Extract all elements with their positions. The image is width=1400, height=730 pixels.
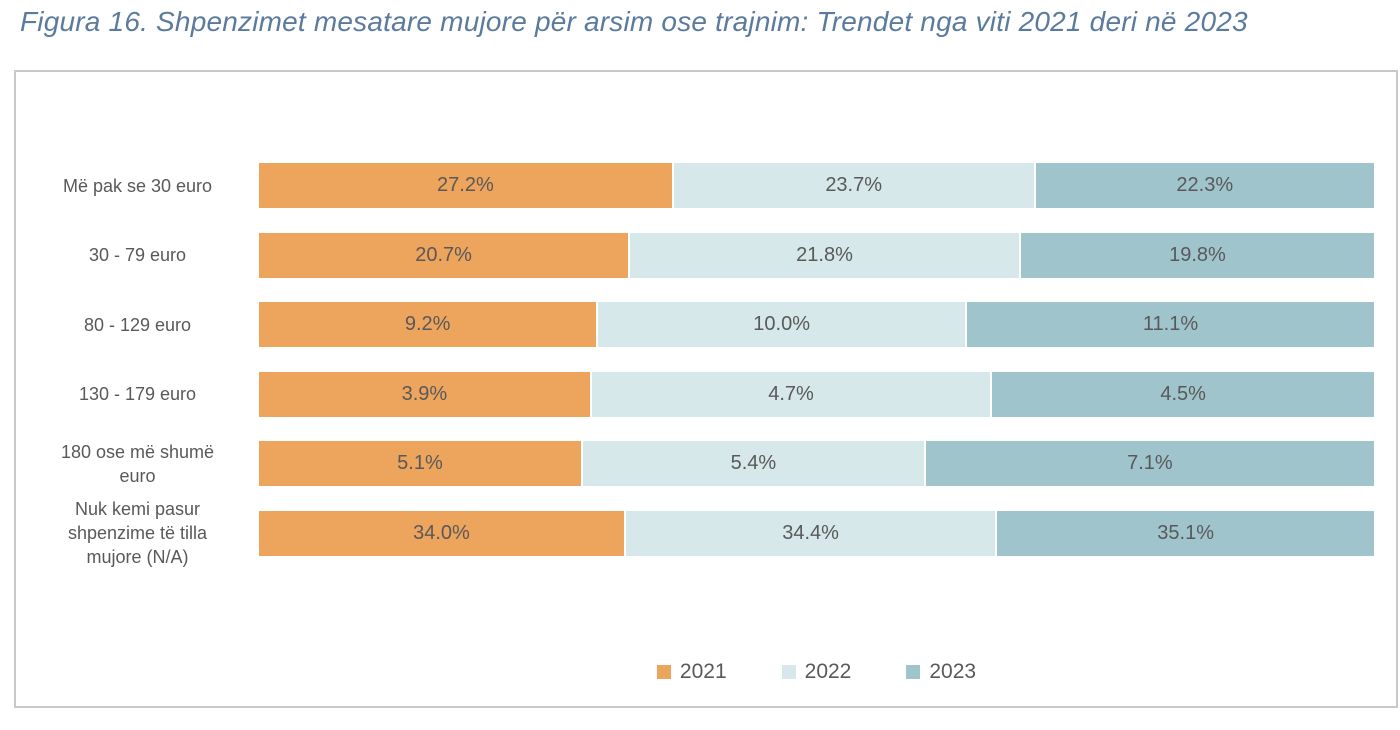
legend-swatch-2023 [906, 665, 921, 679]
bar-segment-2022: 5.4% [580, 441, 924, 486]
bar-segment-2021: 3.9% [259, 371, 590, 417]
category-label: Më pak se 30 euro [62, 175, 213, 196]
legend-label-2022: 2022 [804, 660, 852, 683]
figure-title: Figura 16. Shpenzimet mesatare mujore pë… [20, 6, 1248, 37]
category-rows: Më pak se 30 euro 27.2% 23.7% 22.3% 30 - 79 … [16, 163, 1375, 567]
bar-segment-2023: 35.1% [995, 510, 1375, 556]
legend-label-2023: 2023 [929, 660, 977, 683]
legend-swatch-2022 [781, 665, 796, 679]
bar-segment-2022: 34.4% [623, 510, 996, 556]
chart-frame: Më pak se 30 euro 27.2% 23.7% 22.3% 30 - 79 … [14, 70, 1398, 708]
category-row: Më pak se 30 euro 27.2% 23.7% 22.3% [16, 163, 1374, 208]
bar-segment-2022: 21.8% [628, 232, 1019, 278]
stacked-bar: 5.1% 5.4% 7.1% [259, 441, 1374, 486]
legend-item-2023: 2023 [906, 660, 976, 684]
bar-segment-2021: 27.2% [259, 163, 672, 208]
category-label: 130 - 179 euro [78, 384, 197, 404]
category-label: 180 ose më shumë euro [60, 441, 215, 486]
bar-segment-2022: 23.7% [671, 163, 1034, 208]
category-row: 80 - 129 euro 9.2% 10.0% 11.1% [16, 302, 1374, 347]
category-row: 30 - 79 euro 20.7% 21.8% 19.8% [16, 232, 1374, 278]
legend-item-2021: 2021 [656, 660, 727, 684]
stacked-bar: 34.0% 34.4% 35.1% [259, 510, 1375, 556]
category-label: 80 - 129 euro [83, 314, 192, 335]
bar-segment-2023: 7.1% [923, 441, 1374, 486]
legend-label-2021: 2021 [679, 660, 727, 683]
bar-segment-2022: 10.0% [596, 302, 965, 347]
stacked-bar: 27.2% 23.7% 22.3% [259, 163, 1374, 208]
bar-segment-2021: 5.1% [259, 441, 581, 486]
legend-item-2022: 2022 [781, 660, 852, 684]
bar-segment-2023: 22.3% [1033, 163, 1374, 208]
stacked-bar: 9.2% 10.0% 11.1% [259, 302, 1374, 347]
category-label: Nuk kemi pasur shpenzime të tilla mujore… [67, 499, 208, 567]
category-row: Nuk kemi pasur shpenzime të tilla mujore… [16, 499, 1375, 567]
bar-segment-2021: 9.2% [259, 302, 597, 347]
bar-segment-2021: 20.7% [259, 232, 629, 278]
stacked-bar: 3.9% 4.7% 4.5% [259, 371, 1374, 417]
legend-swatch-2021 [656, 665, 671, 679]
category-label: 30 - 79 euro [88, 245, 187, 265]
bar-segment-2022: 4.7% [589, 371, 991, 417]
category-row: 130 - 179 euro 3.9% 4.7% 4.5% [16, 371, 1374, 417]
bar-segment-2023: 19.8% [1018, 232, 1374, 278]
stacked-bar: 20.7% 21.8% 19.8% [259, 232, 1374, 278]
bar-segment-2021: 34.0% [259, 510, 624, 556]
bar-segment-2023: 4.5% [990, 371, 1374, 417]
category-row: 180 ose më shumë euro 5.1% 5.4% 7.1% [16, 441, 1374, 486]
legend: 2021 2022 2023 [259, 660, 1374, 684]
bar-segment-2023: 11.1% [965, 302, 1374, 347]
